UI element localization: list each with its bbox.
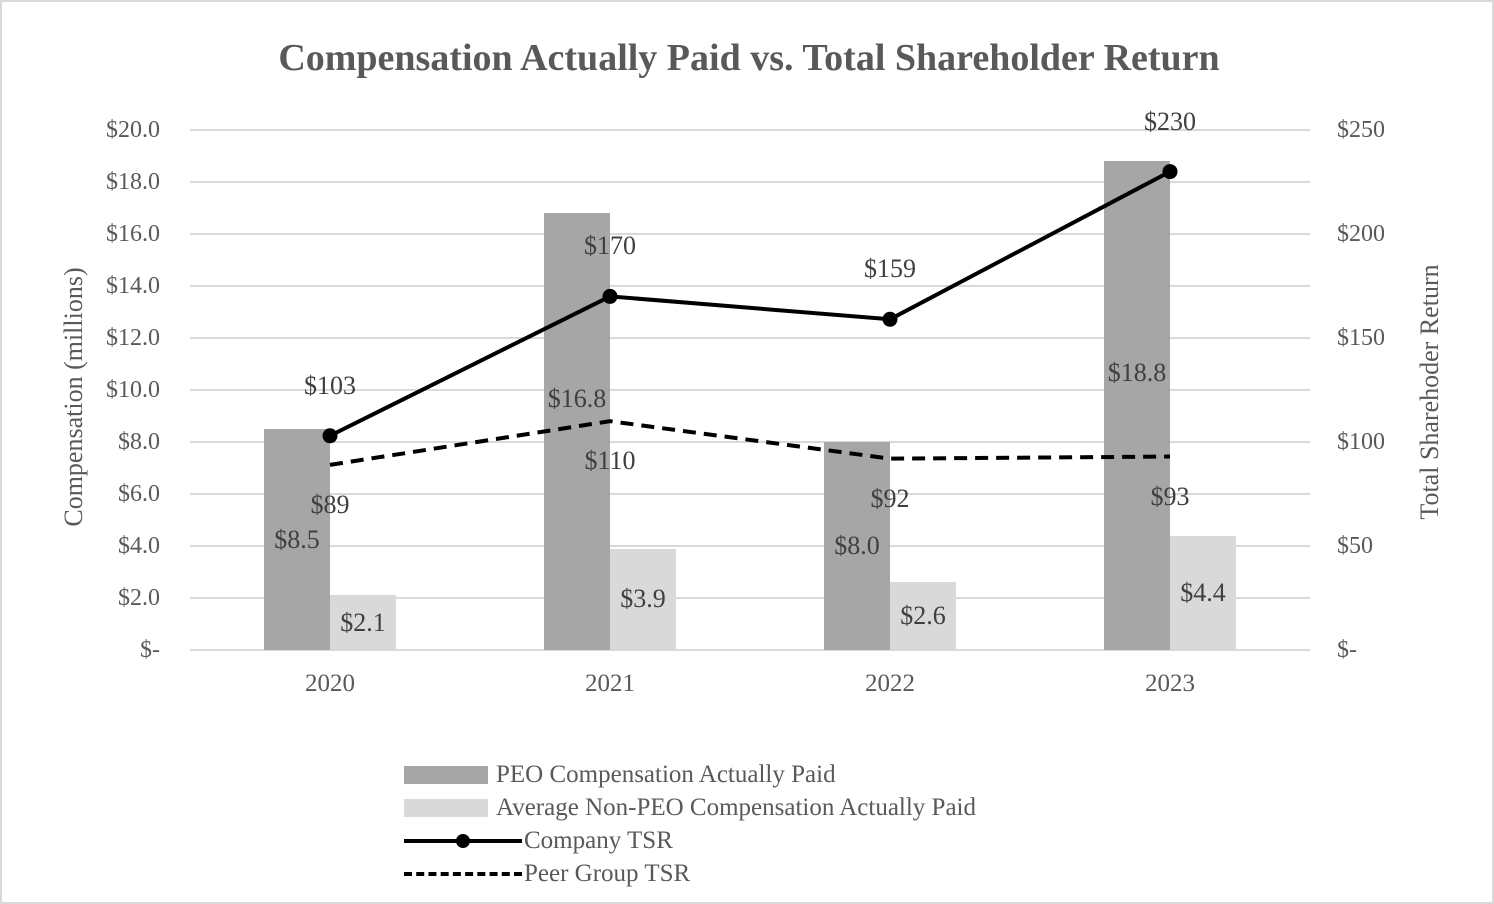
legend-swatch-peer-group-tsr — [404, 865, 522, 883]
gridline — [190, 493, 1310, 495]
gridline — [190, 337, 1310, 339]
avg-non-peo-compensation-bar-2022 — [890, 582, 956, 650]
right-axis-tick-label: $200 — [1337, 221, 1385, 247]
peo-compensation-bar-2022 — [824, 442, 890, 650]
peo-compensation-label-2023: $18.8 — [1107, 357, 1167, 387]
avg-non-peo-compensation-label-2023: $4.4 — [1180, 577, 1226, 607]
legend-label-peer-group-tsr: Peer Group TSR — [524, 859, 691, 887]
avg-non-peo-compensation-label-2021: $3.9 — [620, 584, 666, 614]
company-tsr-marker-2020 — [322, 428, 338, 444]
gridline — [190, 389, 1310, 391]
tsr-lines-layer — [322, 164, 1178, 467]
peo-compensation-label-2020: $8.5 — [274, 524, 320, 554]
left-axis-tick-label: $20.0 — [106, 117, 160, 143]
left-axis-tick-label: $6.0 — [118, 481, 160, 507]
right-axis-tick-label: $250 — [1337, 117, 1385, 143]
x-axis-category-label: 2023 — [1145, 670, 1195, 697]
peo-compensation-label-2021: $16.8 — [547, 383, 607, 413]
peo-compensation-bar-2020 — [264, 429, 330, 650]
right-axis-tick-label: $50 — [1337, 533, 1373, 559]
right-axis-tick-label: $- — [1337, 637, 1357, 663]
left-axis-tick-label: $12.0 — [106, 325, 160, 351]
left-axis-tick-label: $18.0 — [106, 169, 160, 195]
company-tsr-marker-2023 — [1162, 164, 1178, 180]
legend-line-marker-dot — [456, 833, 470, 848]
avg-non-peo-compensation-bar-2020 — [330, 595, 396, 650]
left-axis-tick-label: $4.0 — [118, 533, 160, 559]
gridline — [190, 545, 1310, 547]
x-axis-category-label: 2021 — [585, 670, 635, 697]
legend-item-company-tsr: Company TSR — [404, 824, 976, 857]
left-axis-tick-label: $8.0 — [118, 429, 160, 455]
peo-compensation-label-2022: $8.0 — [834, 531, 880, 560]
peo-compensation-bar-2023 — [1104, 161, 1170, 650]
avg-non-peo-compensation-label-2020: $2.1 — [340, 607, 386, 637]
company-tsr-marker-2022 — [882, 311, 898, 327]
avg-non-peo-compensation-bar-2021 — [610, 548, 676, 650]
legend-label-avg-non-peo-compensation: Average Non-PEO Compensation Actually Pa… — [496, 793, 977, 821]
company-tsr-label-2022: $159 — [864, 254, 916, 284]
company-tsr-marker-2021 — [602, 288, 618, 304]
company-tsr-label-2021: $170 — [584, 231, 636, 261]
chart-title: Compensation Actually Paid vs. Total Sha… — [278, 37, 1220, 79]
left-axis-tick-label: $16.0 — [106, 221, 160, 247]
left-axis-tick-label: $14.0 — [106, 273, 160, 299]
peo-compensation-bar-2021 — [544, 213, 610, 650]
gridline — [190, 441, 1310, 443]
avg-non-peo-compensation-label-2022: $2.6 — [900, 601, 946, 631]
avg-non-peo-compensation-bar-2023 — [1170, 535, 1236, 650]
legend-swatch-peo-compensation — [404, 765, 488, 784]
legend-swatch-avg-non-peo-compensation — [404, 798, 488, 817]
left-axis-tick-label: $2.0 — [118, 585, 160, 611]
gridline — [190, 649, 1310, 651]
peer-group-tsr-label-2020: $89 — [310, 489, 350, 519]
gridline — [190, 285, 1310, 287]
peer-group-tsr-label-2023: $93 — [1150, 481, 1190, 511]
x-axis-category-label: 2020 — [305, 670, 355, 697]
legend-dashed-line-sample — [404, 871, 522, 876]
x-axis-category-label: 2022 — [865, 670, 915, 697]
peer-group-tsr-line — [329, 419, 1171, 467]
legend-label-peo-compensation: PEO Compensation Actually Paid — [496, 760, 836, 788]
legend-label-company-tsr: Company TSR — [524, 826, 673, 854]
gridline — [190, 181, 1310, 183]
legend-swatch-company-tsr — [404, 832, 522, 850]
company-tsr-label-2020: $103 — [304, 370, 356, 400]
gridline — [190, 597, 1310, 599]
right-axis-tick-label: $150 — [1337, 325, 1385, 351]
legend-item-peer-group-tsr: Peer Group TSR — [404, 857, 976, 890]
company-tsr-line — [329, 169, 1171, 438]
legend: PEO Compensation Actually Paid Average No… — [404, 758, 976, 890]
peer-group-tsr-label-2022: $92 — [870, 483, 910, 513]
gridline — [190, 233, 1310, 235]
company-tsr-label-2023: $230 — [1144, 106, 1196, 136]
left-axis-tick-label: $- — [140, 637, 160, 663]
right-axis-title: Total Sharehoder Return — [1415, 264, 1444, 520]
peer-group-tsr-label-2021: $110 — [584, 446, 636, 476]
gridline — [190, 129, 1310, 131]
legend-item-peo-compensation: PEO Compensation Actually Paid — [404, 758, 976, 791]
left-axis-tick-label: $10.0 — [106, 377, 160, 403]
legend-item-avg-non-peo-compensation: Average Non-PEO Compensation Actually Pa… — [404, 791, 976, 824]
right-axis-tick-label: $100 — [1337, 429, 1385, 455]
